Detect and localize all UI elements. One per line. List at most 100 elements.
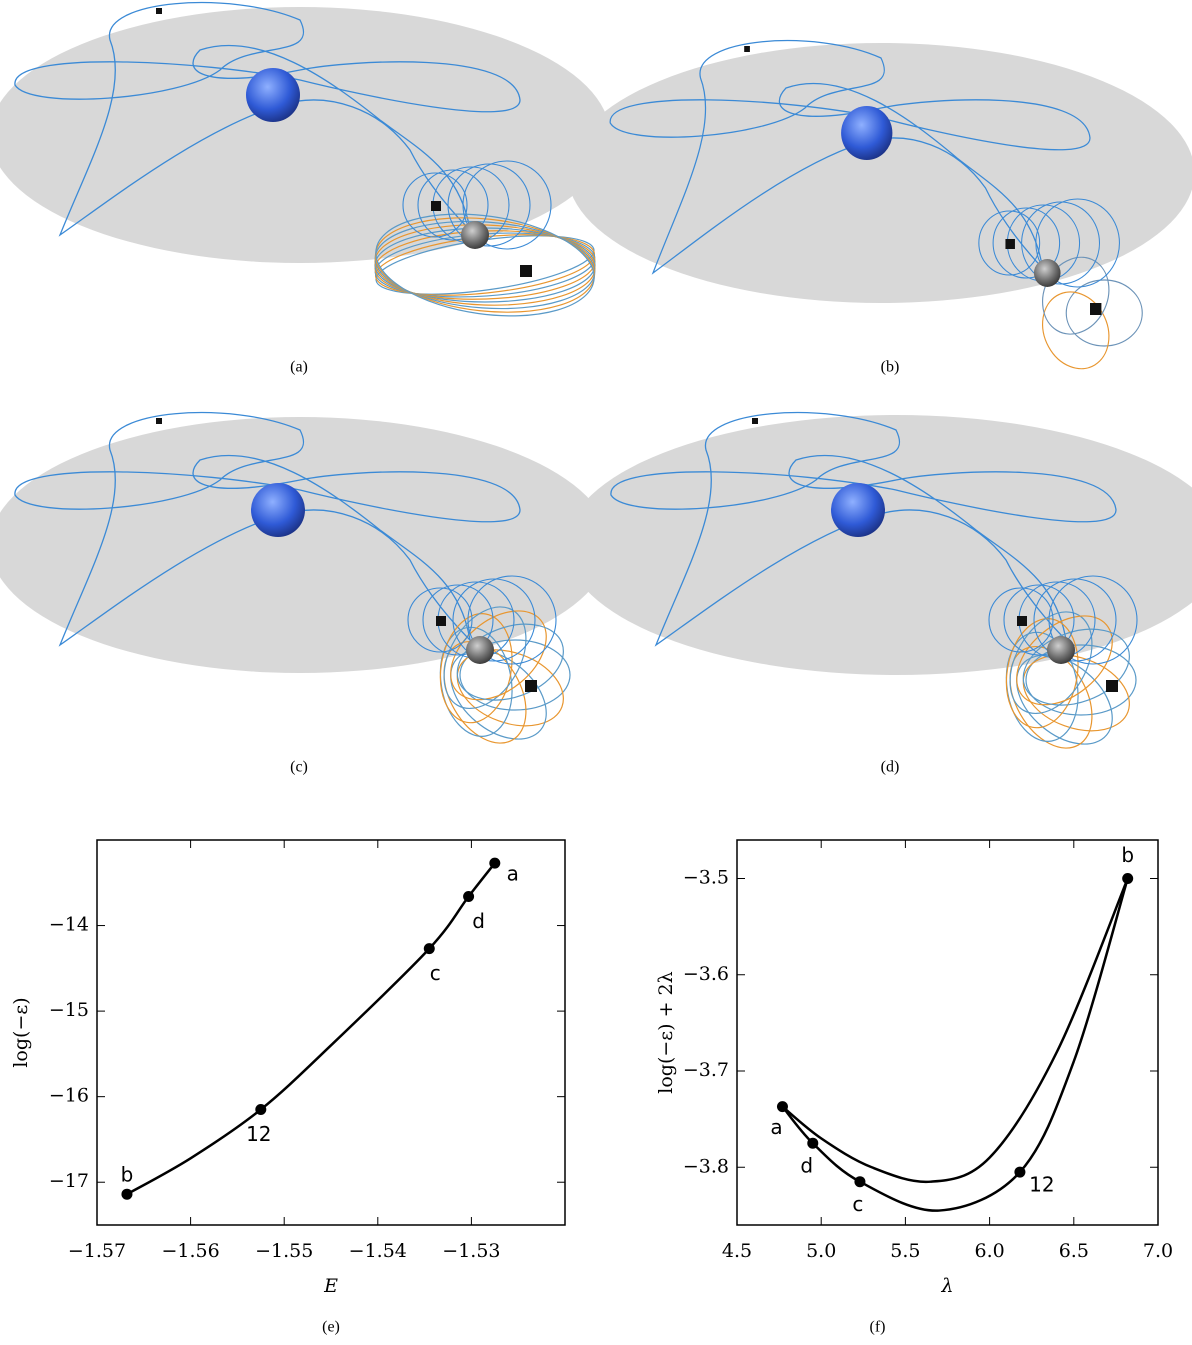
point-label: b xyxy=(1121,843,1134,867)
plot-frame xyxy=(96,839,566,1226)
chart-caption: (e) xyxy=(322,1319,340,1336)
orbit-loop xyxy=(447,163,531,247)
orbit-loop xyxy=(462,160,552,250)
panel-scene xyxy=(0,411,610,744)
orbit-loop xyxy=(1042,291,1110,370)
marker-cube xyxy=(752,418,758,424)
orbit-loop xyxy=(422,584,494,656)
primary-body xyxy=(246,68,300,122)
orbit-loop xyxy=(1022,654,1130,732)
chart-caption: (f) xyxy=(870,1319,886,1336)
marker-cube xyxy=(1090,303,1102,315)
orbit-loop xyxy=(1021,201,1101,285)
point-label: a xyxy=(507,862,519,886)
point-label: d xyxy=(800,1154,813,1178)
point xyxy=(463,890,475,902)
primary-body xyxy=(251,483,305,537)
point-label: 12 xyxy=(1029,1173,1054,1197)
y-tick-label: −3.8 xyxy=(683,1155,729,1177)
orbit-loop xyxy=(1033,578,1117,662)
y-tick-label: −3.6 xyxy=(683,963,729,985)
y-tick-label: −15 xyxy=(49,999,89,1021)
orbit-loop xyxy=(459,639,571,711)
x-tick-label: 6.5 xyxy=(1059,1240,1089,1262)
primary-body xyxy=(831,483,885,537)
orbit-loop xyxy=(1016,615,1113,706)
point xyxy=(1122,873,1134,884)
primary-body xyxy=(841,106,893,160)
orbit-loop xyxy=(417,169,489,241)
point-label: 12 xyxy=(246,1122,271,1146)
x-tick-label: −1.55 xyxy=(255,1240,313,1262)
point xyxy=(423,943,435,955)
marker-cube xyxy=(525,680,537,692)
secondary-body xyxy=(466,636,494,664)
orbit-loop xyxy=(402,172,468,238)
orbit-loop xyxy=(375,213,595,317)
curve xyxy=(781,878,1129,1212)
x-tick-label: −1.57 xyxy=(68,1240,126,1262)
orbit-loop xyxy=(456,649,564,727)
y-tick-label: −3.7 xyxy=(683,1059,729,1081)
y-tick-label: −17 xyxy=(49,1170,89,1192)
y-tick-label: −14 xyxy=(49,914,89,936)
orbit-loop xyxy=(450,610,547,701)
orbit-loop xyxy=(1022,628,1130,706)
point-label: c xyxy=(852,1192,863,1216)
point xyxy=(776,1101,788,1113)
y-tick-label: −3.5 xyxy=(683,867,729,889)
point xyxy=(807,1137,819,1149)
y-axis-label: log(−ε) xyxy=(10,997,32,1067)
orbit-loop xyxy=(978,210,1041,276)
point xyxy=(1014,1166,1026,1178)
orbit-loop xyxy=(1003,584,1075,656)
plane xyxy=(0,417,610,673)
orbit-loop xyxy=(456,623,564,701)
y-axis-label: log(−ε) + 2λ xyxy=(655,971,677,1093)
x-tick-label: 4.5 xyxy=(722,1240,752,1262)
plot-frame xyxy=(736,839,1159,1226)
y-tick-label: −16 xyxy=(49,1085,89,1107)
orbit-loop xyxy=(1035,198,1120,288)
x-axis-label: λ xyxy=(940,1275,953,1297)
x-tick-label: 7.0 xyxy=(1143,1240,1173,1262)
illustration-panel xyxy=(567,39,1192,370)
orbit-loop xyxy=(1025,644,1137,716)
marker-cube xyxy=(1005,239,1015,249)
marker-cube xyxy=(520,265,532,277)
point xyxy=(255,1104,267,1115)
panel-scene xyxy=(566,411,1192,749)
plane xyxy=(0,7,610,263)
orbit-loop xyxy=(1048,575,1138,665)
curve xyxy=(126,862,496,1196)
panel-caption: (c) xyxy=(290,759,308,776)
x-axis-label: E xyxy=(323,1275,338,1297)
orbit-loop xyxy=(1009,611,1093,715)
trajectory xyxy=(609,39,1091,275)
secondary-body xyxy=(461,221,489,249)
marker-cube xyxy=(1106,680,1118,692)
orbit-loop xyxy=(1016,654,1113,745)
marker-cube xyxy=(431,201,441,211)
trajectory xyxy=(610,411,1117,647)
marker-cube xyxy=(1017,616,1027,626)
x-tick-label: −1.56 xyxy=(161,1240,219,1262)
orbit-loop xyxy=(439,613,513,724)
marker-cube xyxy=(156,8,162,14)
orbit-loop xyxy=(992,207,1061,279)
orbit-loop xyxy=(452,578,536,662)
marker-cube xyxy=(156,418,162,424)
illustration-panel xyxy=(0,1,610,317)
panel-caption: (a) xyxy=(290,359,308,376)
orbit-loop xyxy=(1005,618,1079,729)
panel-scene xyxy=(567,39,1192,370)
x-tick-label: 6.0 xyxy=(974,1240,1004,1262)
point xyxy=(489,857,501,869)
marker-cube xyxy=(744,46,750,52)
x-tick-label: −1.54 xyxy=(349,1240,407,1262)
orbit-loop xyxy=(1065,279,1143,347)
point-label: d xyxy=(472,909,485,933)
panel-caption: (b) xyxy=(881,359,900,376)
x-tick-label: 5.0 xyxy=(806,1240,836,1262)
